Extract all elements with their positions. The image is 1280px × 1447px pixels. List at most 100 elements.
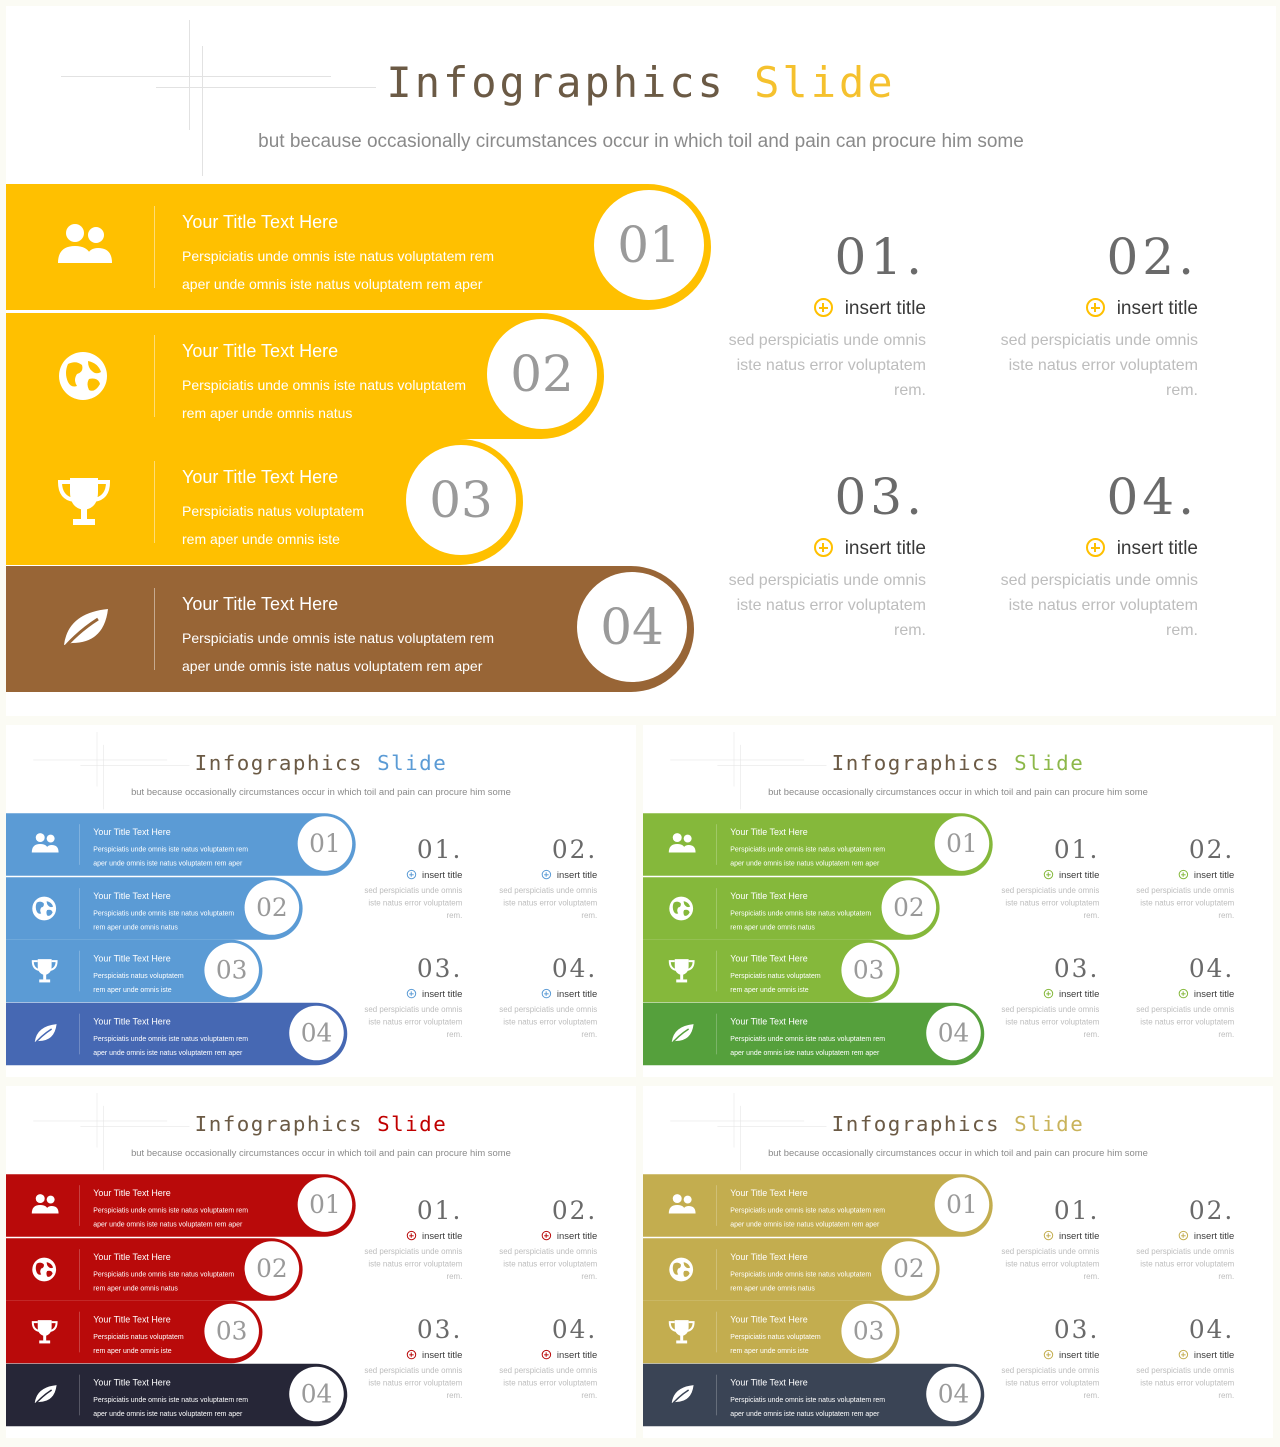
plus-circle-icon bbox=[1178, 988, 1188, 999]
band-text: Perspiciatis unde omnis iste natus volup… bbox=[93, 906, 262, 934]
band-text-line: Perspiciatis unde omnis iste natus volup… bbox=[182, 377, 467, 393]
people-icon bbox=[663, 830, 703, 860]
item-title: insert title bbox=[1058, 988, 1100, 1000]
band-text-line: Perspiciatis natus voluptatem bbox=[93, 971, 184, 980]
item-description-line: rem. bbox=[581, 1272, 598, 1281]
band-text: Perspiciatis natus voluptatem rem aper un… bbox=[730, 1330, 899, 1358]
item-description-line: rem. bbox=[1218, 1391, 1235, 1400]
plus-circle-icon bbox=[541, 869, 551, 880]
numbered-item-2: 02. insert title sed perspiciatis unde omn… bbox=[1128, 835, 1235, 922]
numbered-item-3: 03. insert title sed perspiciatis unde omn… bbox=[993, 954, 1100, 1041]
item-description-line: sed perspiciatis unde omnis bbox=[728, 572, 926, 589]
item-title: insert title bbox=[556, 1349, 598, 1361]
item-description-line: sed perspiciatis unde omnis bbox=[499, 1247, 598, 1257]
people-icon bbox=[26, 1191, 66, 1221]
step-band-04: Your Title Text Here Perspiciatis unde om… bbox=[6, 1363, 348, 1427]
item-description-line: sed perspiciatis unde omnis bbox=[364, 886, 463, 896]
item-description-line: rem. bbox=[894, 382, 926, 399]
band-number-circle: 03 bbox=[841, 1303, 896, 1359]
plus-circle-icon bbox=[1043, 1230, 1054, 1241]
item-description-line: sed perspiciatis unde omnis bbox=[499, 1005, 598, 1015]
item-number: 01. bbox=[416, 835, 463, 864]
band-number-circle: 01 bbox=[297, 816, 353, 871]
band-text: Perspiciatis unde omnis iste natus volup… bbox=[730, 1393, 899, 1421]
item-title: insert title bbox=[1058, 869, 1100, 881]
item-title-row: insert title bbox=[356, 988, 462, 1000]
item-number: 02. bbox=[1188, 1196, 1235, 1225]
slide-title-accent-word: Slide bbox=[1014, 1111, 1085, 1137]
item-description: sed perspiciatis unde omnis iste natus er… bbox=[491, 885, 598, 922]
band-text: Perspiciatis unde omnis iste natus volup… bbox=[182, 371, 522, 427]
step-band-04: Your Title Text Here Perspiciatis unde om… bbox=[6, 566, 694, 692]
item-title-row: insert title bbox=[356, 869, 462, 881]
item-description-line: iste natus error voluptatem bbox=[1005, 1260, 1100, 1269]
item-number: 04. bbox=[551, 954, 598, 983]
trophy-icon bbox=[26, 956, 66, 986]
item-description-line: rem. bbox=[581, 911, 598, 920]
plus-circle-icon bbox=[406, 869, 417, 880]
item-description: sed perspiciatis unde omnis iste natus er… bbox=[983, 568, 1198, 643]
numbered-item-2: 02. insert title sed perspiciatis unde omn… bbox=[491, 835, 598, 922]
plus-circle-icon bbox=[1085, 298, 1105, 317]
item-description-line: sed perspiciatis unde omnis bbox=[364, 1005, 463, 1015]
item-description-line: rem. bbox=[1218, 911, 1235, 920]
band-title: Your Title Text Here bbox=[182, 341, 339, 361]
item-description: sed perspiciatis unde omnis iste natus er… bbox=[993, 1365, 1099, 1402]
item-description-line: iste natus error voluptatem bbox=[1005, 899, 1100, 908]
band-text-line: rem aper unde omnis natus bbox=[93, 1283, 178, 1292]
plus-circle-icon bbox=[1178, 1349, 1188, 1360]
item-description: sed perspiciatis unde omnis iste natus er… bbox=[711, 328, 926, 403]
band-title: Your Title Text Here bbox=[730, 953, 808, 964]
item-description-line: iste natus error voluptatem bbox=[1140, 1018, 1235, 1027]
numbered-item-2: 02. insert title sed perspiciatis unde omn… bbox=[1128, 1196, 1235, 1283]
item-description: sed perspiciatis unde omnis iste natus er… bbox=[356, 1365, 462, 1402]
band-text-line: Perspiciatis unde omnis iste natus volup… bbox=[730, 1395, 886, 1404]
slide-yellow-brown: Infographics Slide but because occasional… bbox=[6, 6, 1276, 716]
numbered-item-4: 04. insert title sed perspiciatis unde omn… bbox=[983, 468, 1198, 643]
slide-title-word: Infographics bbox=[194, 1111, 364, 1137]
item-description-line: rem. bbox=[894, 622, 926, 639]
numbered-item-4: 04. insert title sed perspiciatis unde omn… bbox=[1128, 954, 1235, 1041]
item-description-line: iste natus error voluptatem bbox=[1008, 357, 1198, 374]
band-title: Your Title Text Here bbox=[730, 1314, 808, 1325]
item-description-line: iste natus error voluptatem bbox=[368, 1018, 463, 1027]
band-text-line: Perspiciatis unde omnis iste natus volup… bbox=[730, 909, 872, 917]
band-text-line: Perspiciatis unde omnis iste natus volup… bbox=[93, 1034, 249, 1043]
item-description-line: sed perspiciatis unde omnis bbox=[1000, 572, 1198, 589]
slide-subtitle: but because occasionally circumstances o… bbox=[131, 1148, 511, 1159]
plus-circle-icon bbox=[406, 1230, 417, 1241]
band-number-circle: 01 bbox=[934, 1177, 990, 1232]
band-text: Perspiciatis unde omnis iste natus volup… bbox=[93, 1393, 262, 1421]
item-number: 01. bbox=[834, 228, 926, 286]
item-number: 03. bbox=[416, 954, 463, 983]
step-band-03: Your Title Text Here Perspiciatis natus v… bbox=[6, 1300, 263, 1364]
item-title-row: insert title bbox=[356, 1349, 462, 1361]
band-text-line: rem aper unde omnis natus bbox=[730, 1283, 815, 1292]
item-title: insert title bbox=[556, 988, 598, 1000]
band-text: Perspiciatis unde omnis iste natus volup… bbox=[182, 242, 522, 298]
band-text-line: aper unde omnis iste natus voluptatem re… bbox=[182, 276, 483, 292]
band-divider bbox=[154, 588, 155, 670]
item-title: insert title bbox=[556, 1230, 598, 1242]
item-title-row: insert title bbox=[993, 988, 1100, 1000]
item-number: 02. bbox=[551, 1196, 598, 1225]
slide-title: Infographics Slide bbox=[643, 1112, 1273, 1136]
people-icon bbox=[26, 830, 66, 860]
globe-icon bbox=[46, 346, 126, 406]
item-number: 02. bbox=[1188, 835, 1235, 864]
item-title-row: insert title bbox=[1128, 1349, 1234, 1361]
item-description-line: iste natus error voluptatem bbox=[1005, 1018, 1100, 1027]
band-title: Your Title Text Here bbox=[93, 1377, 171, 1388]
item-description-line: iste natus error voluptatem bbox=[1140, 1260, 1235, 1269]
plus-circle-icon bbox=[1043, 988, 1054, 999]
slide-olive: Infographics Slide but because occasional… bbox=[643, 1086, 1273, 1438]
item-description-line: sed perspiciatis unde omnis bbox=[499, 886, 598, 896]
numbered-item-4: 04. insert title sed perspiciatis unde omn… bbox=[491, 954, 598, 1041]
step-band-02: Your Title Text Here Perspiciatis unde om… bbox=[6, 1238, 303, 1301]
item-title-row: insert title bbox=[993, 869, 1100, 881]
band-title: Your Title Text Here bbox=[730, 1016, 808, 1027]
plus-circle-icon bbox=[541, 1349, 551, 1360]
item-description-line: sed perspiciatis unde omnis bbox=[728, 332, 926, 349]
leaf-icon bbox=[26, 1019, 66, 1049]
plus-circle-icon bbox=[406, 1349, 417, 1360]
